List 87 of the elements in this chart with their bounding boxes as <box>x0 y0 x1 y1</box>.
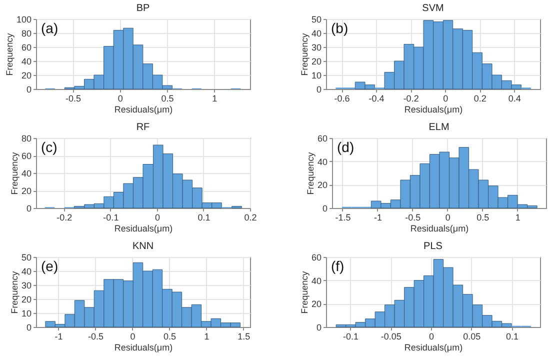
chart-title: RF <box>136 122 150 133</box>
y-axis-title: Frequency <box>299 270 310 314</box>
x-tick-label: 0.5 <box>476 212 490 222</box>
x-tick-label: -0.5 <box>88 332 104 342</box>
y-tick-label: 20 <box>21 70 32 80</box>
annotation: (e) <box>41 258 58 274</box>
y-tick-label: 100 <box>16 14 32 24</box>
y-tick-label: 10 <box>21 308 32 318</box>
y-tick-label: 20 <box>21 294 32 304</box>
x-tick-label: 0.05 <box>463 332 481 342</box>
y-tick-label: 30 <box>21 280 32 290</box>
x-tick-label: 0.2 <box>244 212 257 222</box>
x-tick-label: 0.2 <box>474 94 486 104</box>
y-tick-label: 60 <box>317 134 328 144</box>
y-axis-title: Frequency <box>299 32 310 76</box>
x-tick-label: 1 <box>515 212 520 222</box>
y-tick-label: 0 <box>26 204 32 214</box>
x-tick-label: 0.5 <box>161 94 174 104</box>
y-tick-label: 20 <box>317 180 328 190</box>
chart-title: BP <box>136 3 150 14</box>
x-tick-label: 1 <box>212 94 218 104</box>
chart-title: SVM <box>422 3 444 14</box>
y-tick-label: 20 <box>311 56 322 66</box>
y-tick-label: 80 <box>21 28 32 38</box>
annotation: (b) <box>331 20 348 36</box>
x-tick-label: -0.5 <box>66 94 82 104</box>
y-tick-label: 10 <box>311 70 322 80</box>
y-tick-label: 80 <box>21 134 32 144</box>
annotation: (d) <box>337 139 354 155</box>
y-tick-label: 50 <box>21 252 32 262</box>
y-tick-label: 40 <box>21 168 32 178</box>
x-tick-label: 0.4 <box>508 94 521 104</box>
annotation: (c) <box>41 139 58 155</box>
x-axis-title: Residuals(μm) <box>114 104 173 114</box>
y-tick-label: 40 <box>21 266 32 276</box>
y-tick-label: 20 <box>21 186 32 196</box>
chart-title: ELM <box>428 122 450 133</box>
y-tick-label: 40 <box>317 156 328 167</box>
chart-title: PLS <box>424 241 443 252</box>
x-tick-label: 0 <box>428 332 434 342</box>
y-tick-label: 0 <box>316 84 322 94</box>
chart-title: KNN <box>132 241 154 252</box>
x-tick-label: -0.2 <box>403 94 419 104</box>
x-tick-label: 0 <box>443 94 448 104</box>
y-axis-title: Frequency <box>9 270 20 314</box>
x-axis-title: Residuals(μm) <box>404 104 463 114</box>
x-tick-label: -0.5 <box>405 212 421 222</box>
y-tick-label: 60 <box>311 252 322 262</box>
y-tick-label: 0 <box>322 204 328 214</box>
y-axis-title: Frequency <box>305 152 316 195</box>
y-tick-label: 20 <box>311 299 322 310</box>
annotation: (a) <box>41 20 58 36</box>
y-tick-label: 40 <box>21 56 32 66</box>
x-tick-label: -1.5 <box>335 212 351 222</box>
y-tick-label: 60 <box>21 42 32 52</box>
x-tick-label: 0.1 <box>506 332 518 342</box>
y-axis-title: Frequency <box>9 152 20 195</box>
x-tick-label: -0.4 <box>368 94 384 104</box>
x-tick-label: -1 <box>54 332 63 342</box>
x-tick-label: 0.5 <box>164 332 176 342</box>
y-tick-label: 0 <box>26 84 32 94</box>
x-tick-label: 1 <box>204 332 210 342</box>
y-tick-label: 40 <box>311 28 322 38</box>
y-tick-label: 30 <box>311 42 322 52</box>
x-tick-label: -0.1 <box>103 212 119 222</box>
x-tick-label: 0 <box>130 332 136 342</box>
y-tick-label: 60 <box>21 151 32 161</box>
y-tick-label: 50 <box>311 14 322 24</box>
y-axis-title: Frequency <box>4 32 14 76</box>
x-axis-title: Residuals(μm) <box>114 224 173 234</box>
x-axis-title: Residuals(μm) <box>410 224 469 234</box>
y-tick-label: 0 <box>316 322 322 332</box>
x-tick-label: 0.1 <box>198 212 210 222</box>
x-axis-title: Residuals(μm) <box>114 342 173 352</box>
y-tick-label: 0 <box>26 322 32 332</box>
x-tick-label: 0 <box>118 94 123 104</box>
x-tick-label: -0.2 <box>56 212 72 222</box>
x-tick-label: -0.05 <box>380 332 402 342</box>
annotation: (f) <box>331 258 344 274</box>
x-tick-label: -1 <box>374 212 382 222</box>
x-axis-title: Residuals(μm) <box>404 342 463 352</box>
x-tick-label: 0 <box>154 212 160 222</box>
x-tick-label: 1.5 <box>238 332 250 342</box>
x-tick-label: -0.6 <box>334 94 350 104</box>
y-tick-label: 40 <box>311 276 322 286</box>
x-tick-label: -0.1 <box>342 332 358 342</box>
x-tick-label: 0 <box>445 212 450 222</box>
